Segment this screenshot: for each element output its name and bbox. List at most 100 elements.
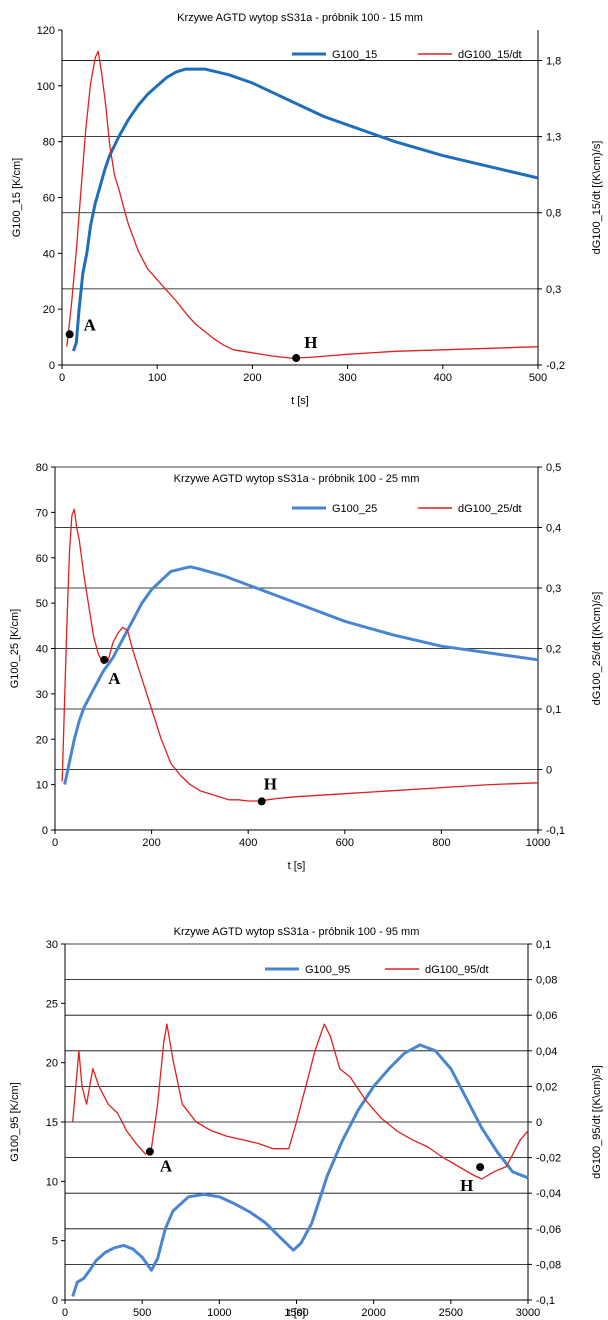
y-tick-label: 60 [43, 193, 55, 205]
y-tick-label: 40 [43, 248, 55, 260]
y-tick-label: 80 [36, 462, 48, 474]
y-tick-label: 10 [36, 780, 48, 792]
point-label-h: H [304, 333, 317, 352]
x-tick-label: 2000 [361, 1307, 385, 1319]
chart-g100-15: Krzywe AGTD wytop sS31a - próbnik 100 - … [11, 12, 603, 407]
x-axis-label: t [s] [288, 860, 306, 872]
x-tick-label: 100 [148, 372, 166, 384]
series-line-derivative [66, 50, 539, 359]
legend-label-gradient: G100_15 [332, 49, 377, 61]
y2-tick-label: 1,3 [546, 132, 561, 144]
point-label-a: A [160, 1157, 173, 1176]
y-tick-label: 100 [37, 81, 55, 93]
y-tick-label: 60 [36, 553, 48, 565]
x-tick-label: 0 [59, 372, 65, 384]
y2-tick-label: 0 [546, 765, 552, 777]
y2-tick-label: 0,2 [546, 644, 561, 656]
x-tick-label: 600 [336, 837, 354, 849]
series-line-gradient [71, 67, 539, 352]
y-tick-label: 5 [52, 1236, 58, 1248]
y2-tick-label: 0,08 [536, 975, 557, 987]
legend-label-gradient: G100_25 [332, 503, 377, 515]
x-tick-label: 0 [62, 1307, 68, 1319]
y-tick-label: 0 [52, 1295, 58, 1307]
y-tick-label: 120 [37, 25, 55, 37]
y-tick-label: 40 [36, 644, 48, 656]
y-tick-label: 80 [43, 137, 55, 149]
x-axis-label: t [s] [291, 395, 309, 407]
y-tick-label: 30 [46, 939, 58, 951]
y2-axis-label: dG100_15/dt [(K\cm)/s] [591, 141, 603, 255]
y2-tick-label: 0,02 [536, 1081, 557, 1093]
y-tick-label: 20 [46, 1058, 58, 1070]
y-tick-label: 20 [43, 304, 55, 316]
y2-tick-label: -0,1 [546, 825, 565, 837]
y-tick-label: 30 [36, 689, 48, 701]
x-tick-label: 1000 [207, 1307, 231, 1319]
y2-tick-label: 0,3 [546, 284, 561, 296]
series-line-gradient [63, 565, 539, 785]
y2-tick-label: 0,06 [536, 1010, 557, 1022]
y-tick-label: 10 [46, 1176, 58, 1188]
y2-axis-label: dG100_95/dt [(K\cm)/s] [591, 1065, 603, 1179]
y-axis-label: G100_25 [K/cm] [9, 609, 21, 689]
x-tick-label: 400 [434, 372, 452, 384]
chart-g100-95: Krzywe AGTD wytop sS31a - próbnik 100 - … [9, 926, 603, 1319]
legend-label-derivative: dG100_25/dt [458, 503, 522, 515]
point-marker-a [100, 655, 109, 664]
y2-tick-label: 0 [536, 1117, 542, 1129]
x-tick-label: 500 [529, 372, 547, 384]
x-tick-label: 0 [52, 837, 58, 849]
point-label-a: A [108, 669, 121, 688]
chart-title: Krzywe AGTD wytop sS31a - próbnik 100 - … [174, 473, 420, 485]
y-tick-label: 50 [36, 598, 48, 610]
y2-tick-label: -0,02 [536, 1153, 561, 1165]
y2-tick-label: 0,1 [536, 939, 551, 951]
y2-tick-label: 0,1 [546, 704, 561, 716]
point-label-a: A [84, 315, 97, 334]
y2-tick-label: -0,08 [536, 1259, 561, 1271]
y2-tick-label: 0,3 [546, 583, 561, 595]
y2-tick-label: 0,4 [546, 523, 561, 535]
x-tick-label: 3000 [516, 1307, 540, 1319]
x-tick-label: 1000 [526, 837, 550, 849]
series-line-derivative [72, 1023, 529, 1180]
x-axis-label: t [s] [288, 1307, 306, 1319]
y2-tick-label: 0,8 [546, 208, 561, 220]
y-axis-label: G100_95 [K/cm] [9, 1082, 21, 1162]
y-tick-label: 15 [46, 1117, 58, 1129]
y2-tick-label: -0,04 [536, 1188, 561, 1200]
series-line-gradient [71, 1043, 529, 1297]
chart-title: Krzywe AGTD wytop sS31a - próbnik 100 - … [174, 926, 420, 938]
y-tick-label: 0 [42, 825, 48, 837]
point-label-h: H [264, 774, 277, 793]
point-marker-h [476, 1163, 485, 1172]
point-marker-h [292, 354, 301, 363]
x-tick-label: 800 [432, 837, 450, 849]
point-label-h: H [460, 1176, 473, 1195]
chart-title: Krzywe AGTD wytop sS31a - próbnik 100 - … [177, 12, 423, 24]
y-tick-label: 25 [46, 998, 58, 1010]
y2-tick-label: -0,1 [536, 1295, 555, 1307]
legend-label-derivative: dG100_95/dt [425, 964, 489, 976]
y-axis-label: G100_15 [K/cm] [11, 158, 23, 238]
x-tick-label: 400 [239, 837, 257, 849]
legend-label-gradient: G100_95 [305, 964, 350, 976]
legend-label-derivative: dG100_15/dt [458, 49, 522, 61]
series-line-derivative [61, 508, 539, 802]
y2-tick-label: 0,04 [536, 1046, 557, 1058]
y2-tick-label: 0,5 [546, 462, 561, 474]
y-tick-label: 0 [49, 360, 55, 372]
chart-g100-25: Krzywe AGTD wytop sS31a - próbnik 100 - … [9, 462, 603, 872]
y2-axis-label: dG100_25/dt [(K\cm)/s] [591, 592, 603, 706]
x-tick-label: 1500 [284, 1307, 308, 1319]
point-marker-h [257, 797, 266, 806]
x-tick-label: 200 [142, 837, 160, 849]
x-tick-label: 2500 [439, 1307, 463, 1319]
x-tick-label: 300 [338, 372, 356, 384]
y-tick-label: 70 [36, 507, 48, 519]
x-tick-label: 200 [243, 372, 261, 384]
point-marker-a [65, 330, 74, 339]
y2-tick-label: -0,2 [546, 360, 565, 372]
